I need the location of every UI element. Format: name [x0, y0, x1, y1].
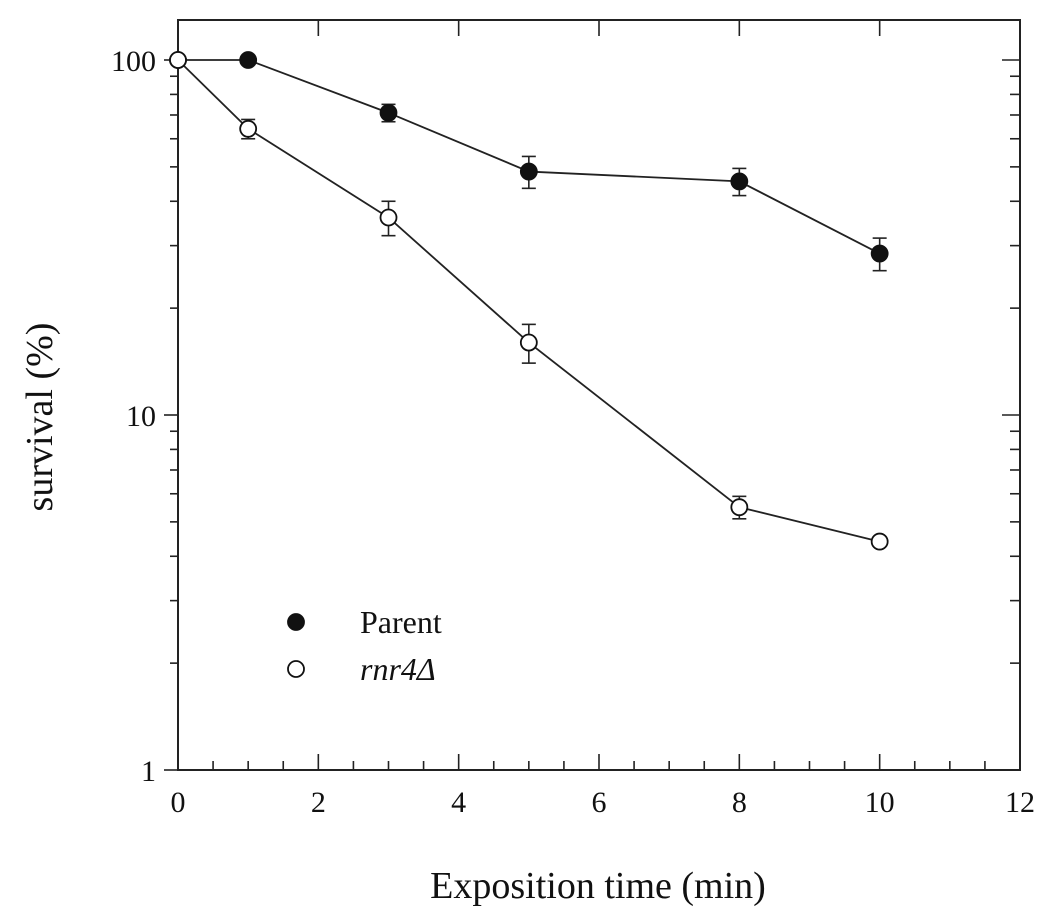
data-point-open: [519, 333, 538, 352]
y-tick-label: 1: [141, 755, 156, 788]
plot-frame: [177, 19, 1021, 771]
data-point-filled: [519, 162, 538, 181]
data-point-filled: [239, 51, 258, 69]
series-line-0: [178, 59, 881, 255]
x-tick-label: 8: [732, 786, 747, 819]
y-axis-label: survival (%): [19, 323, 61, 512]
x-tick-label: 0: [171, 786, 186, 819]
legend-marker-1: [287, 660, 305, 678]
x-tick-label: 2: [311, 786, 326, 819]
data-point-filled: [379, 103, 398, 122]
x-tick-label: 10: [865, 786, 895, 819]
x-tick-label: 4: [451, 786, 466, 819]
series-line-1: [177, 59, 880, 543]
legend-marker-0: [287, 613, 305, 631]
data-point-open: [730, 498, 749, 517]
data-point-filled: [870, 244, 889, 263]
y-tick-label: 10: [126, 400, 156, 433]
data-point-filled: [730, 172, 749, 191]
y-tick-label: 100: [111, 45, 156, 78]
x-tick-label: 6: [592, 786, 607, 819]
x-tick-label: 12: [1005, 786, 1035, 819]
data-point-open: [379, 208, 398, 227]
legend-label-1: rnr4Δ: [360, 651, 436, 687]
data-point-open: [239, 119, 258, 138]
data-point-open: [870, 532, 889, 551]
x-axis-label: Exposition time (min): [430, 865, 766, 907]
legend-label-0: Parent: [360, 604, 442, 640]
data-point-open: [169, 51, 187, 69]
